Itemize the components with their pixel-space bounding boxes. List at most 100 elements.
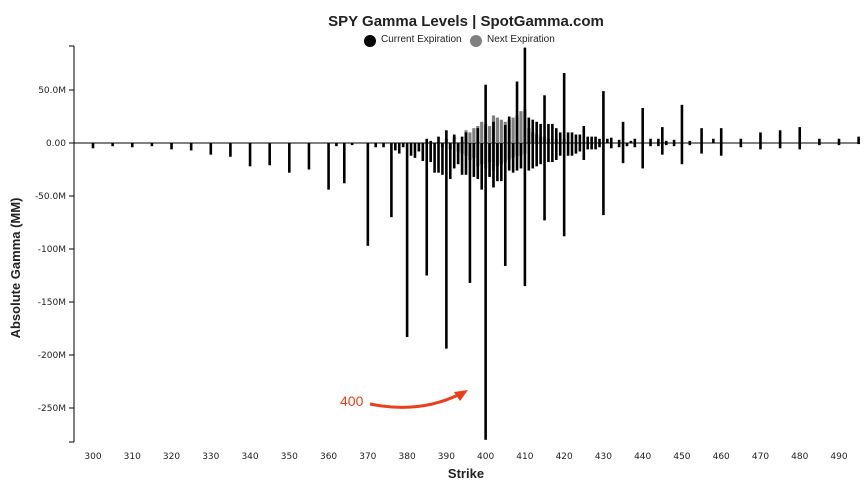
current-expiration-bar — [515, 143, 519, 171]
annotation-arrowhead — [454, 390, 468, 401]
current-expiration-bar — [661, 127, 664, 143]
current-expiration-bar — [496, 143, 499, 182]
current-expiration-bar — [523, 47, 527, 143]
y-tick-label: 0.00 — [46, 139, 66, 149]
x-tick-label: 470 — [752, 452, 769, 462]
current-expiration-bar — [558, 132, 562, 143]
current-expiration-bar — [531, 119, 535, 143]
current-expiration-bar — [602, 143, 605, 216]
current-expiration-bar — [397, 143, 401, 154]
x-tick-label: 440 — [634, 452, 651, 462]
current-expiration-bar — [688, 140, 692, 143]
y-tick-label: -50.0M — [35, 192, 66, 202]
current-expiration-bar — [609, 143, 613, 149]
current-expiration-bar — [680, 104, 684, 143]
current-expiration-bar — [594, 136, 597, 143]
next-expiration-bar — [519, 111, 523, 143]
current-expiration-bar — [531, 143, 535, 169]
current-expiration-bar — [342, 143, 346, 184]
current-expiration-bar — [649, 138, 652, 143]
legend-label-next: Next Expiration — [487, 34, 555, 45]
current-expiration-bar — [464, 143, 468, 175]
next-expiration-bar — [468, 132, 472, 143]
current-expiration-bar — [464, 132, 468, 143]
current-expiration-bar — [350, 143, 354, 146]
current-expiration-bar — [672, 143, 676, 147]
current-expiration-bar — [555, 143, 558, 160]
current-expiration-bar — [778, 143, 782, 149]
current-expiration-bar — [551, 143, 554, 163]
current-expiration-bar — [578, 143, 582, 152]
chart-title: SPY Gamma Levels | SpotGamma.com — [328, 13, 604, 30]
y-tick-label: -150M — [38, 298, 66, 308]
current-expiration-bar — [460, 143, 464, 175]
current-expiration-bar — [798, 127, 802, 143]
current-expiration-bar — [507, 116, 511, 143]
current-expiration-bar — [857, 136, 860, 143]
current-expiration-bar — [739, 143, 743, 148]
x-tick-label: 300 — [84, 452, 101, 462]
current-expiration-bar — [484, 143, 487, 440]
current-expiration-bar — [578, 134, 582, 143]
current-expiration-bar — [130, 143, 134, 148]
annotation-label: 400 — [340, 393, 364, 409]
current-expiration-bar — [606, 138, 609, 143]
current-expiration-bar — [500, 143, 503, 182]
current-expiration-bar — [382, 143, 385, 148]
x-tick-label: 350 — [281, 452, 298, 462]
current-expiration-bar — [621, 121, 625, 143]
current-expiration-bar — [778, 130, 782, 143]
y-axis-ticks: 50.0M 0.00 -50.0M -100M -150M -200M -250M — [35, 45, 74, 443]
x-tick-label: 340 — [241, 452, 258, 462]
current-expiration-bar — [547, 123, 550, 143]
current-expiration-bar — [507, 143, 511, 171]
current-expiration-bar — [661, 143, 664, 155]
current-expiration-bar — [837, 143, 841, 146]
current-expiration-bar — [555, 128, 558, 143]
y-axis-label: Absolute Gamma (MM) — [8, 198, 23, 339]
current-expiration-bar — [189, 143, 193, 151]
current-expiration-bar — [649, 143, 652, 147]
current-expiration-bar — [409, 143, 413, 156]
current-expiration-bar — [739, 138, 743, 143]
annotation: 400 — [340, 390, 468, 409]
current-expiration-bar — [798, 143, 802, 150]
current-expiration-bar — [539, 143, 542, 165]
current-expiration-bar — [425, 138, 429, 143]
current-expiration-bar — [590, 136, 593, 143]
current-expiration-bar — [437, 136, 440, 143]
current-expiration-bar — [445, 130, 448, 143]
x-tick-label: 380 — [399, 452, 416, 462]
current-expiration-bar — [586, 143, 590, 150]
current-expiration-bar — [515, 81, 519, 143]
current-expiration-bar — [374, 143, 377, 148]
current-expiration-bar — [448, 143, 452, 180]
x-tick-label: 490 — [830, 452, 847, 462]
current-expiration-bar — [621, 143, 625, 164]
current-expiration-bar — [229, 143, 232, 157]
current-expiration-bar — [429, 143, 432, 163]
current-expiration-bar — [535, 121, 538, 143]
current-expiration-bar — [433, 143, 436, 173]
current-expiration-bar — [617, 139, 621, 143]
current-expiration-bar — [429, 140, 432, 143]
x-tick-label: 370 — [359, 452, 376, 462]
current-expiration-bar — [633, 138, 637, 143]
current-expiration-bar — [503, 124, 507, 143]
current-expiration-bar — [441, 143, 444, 175]
current-expiration-bar — [476, 128, 480, 143]
x-tick-label: 310 — [124, 452, 141, 462]
current-expiration-bar — [170, 143, 173, 150]
current-expiration-bar — [288, 143, 291, 173]
current-expiration-bar — [562, 73, 566, 143]
current-expiration-bar — [480, 143, 484, 190]
current-expiration-bar — [527, 143, 531, 171]
y-tick-label: -250M — [38, 404, 66, 414]
current-expiration-bar — [327, 143, 330, 190]
x-axis-label: Strike — [448, 466, 484, 481]
current-expiration-bar — [609, 137, 613, 143]
current-expiration-bar — [503, 143, 507, 266]
current-expiration-bar — [366, 143, 370, 246]
x-tick-label: 320 — [163, 452, 180, 462]
current-expiration-bar — [633, 143, 637, 148]
